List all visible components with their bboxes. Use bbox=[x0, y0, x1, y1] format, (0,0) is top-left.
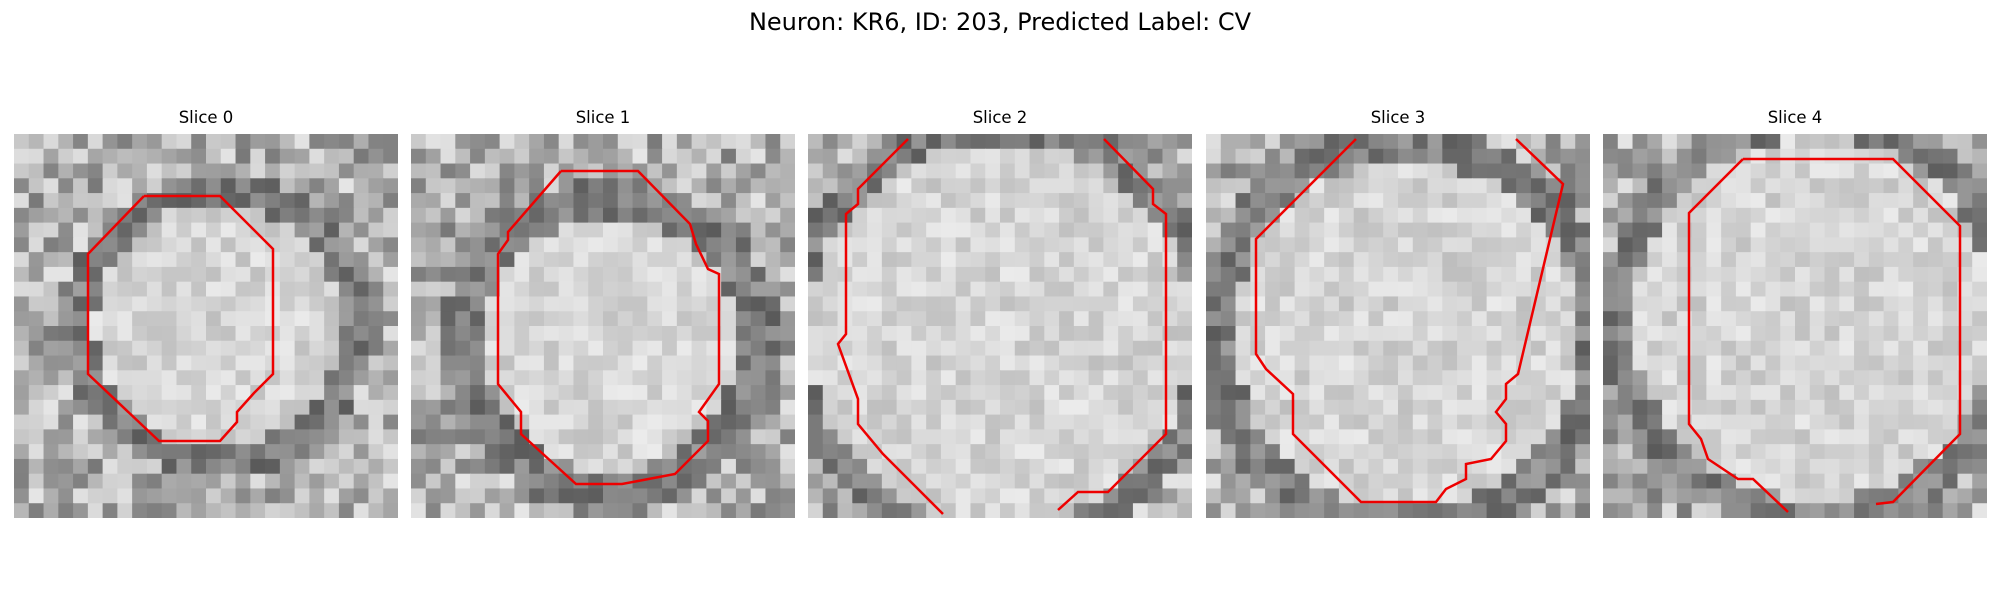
grayscale-pixel-grid-2 bbox=[808, 134, 1192, 518]
grayscale-pixel-grid-1 bbox=[411, 134, 795, 518]
slice-title-3: Slice 3 bbox=[1370, 108, 1426, 127]
slice-title-1: Slice 1 bbox=[575, 108, 631, 127]
slice-title-0: Slice 0 bbox=[178, 108, 234, 127]
segmentation-contour-3 bbox=[1254, 138, 1565, 504]
segmentation-contour-4 bbox=[1743, 157, 1962, 506]
segmentation-contour-1 bbox=[496, 169, 721, 486]
slice-image-3 bbox=[1206, 134, 1590, 518]
slice-panel-4: Slice 4 bbox=[1603, 108, 1987, 522]
figure-title: Neuron: KR6, ID: 203, Predicted Label: C… bbox=[748, 8, 1252, 36]
segmentation-contour-0 bbox=[86, 194, 275, 443]
segmentation-contour-4b bbox=[1687, 158, 1789, 513]
slice-panel-2: Slice 2 bbox=[808, 108, 1192, 522]
grayscale-pixel-grid-3 bbox=[1206, 134, 1590, 518]
slice-panel-1: Slice 1 bbox=[411, 108, 795, 522]
slice-title-4: Slice 4 bbox=[1767, 108, 1823, 127]
slice-image-4 bbox=[1603, 134, 1987, 518]
slice-image-2 bbox=[808, 134, 1192, 518]
slice-image-0 bbox=[14, 134, 398, 518]
slice-panel-0: Slice 0 bbox=[14, 108, 398, 522]
slice-title-2: Slice 2 bbox=[972, 108, 1028, 127]
segmentation-contour-2b bbox=[1057, 138, 1168, 511]
slice-image-1 bbox=[411, 134, 795, 518]
grayscale-pixel-grid-0 bbox=[14, 134, 398, 518]
grayscale-pixel-grid-4 bbox=[1603, 134, 1987, 518]
slice-panel-3: Slice 3 bbox=[1206, 108, 1590, 522]
segmentation-contour-2 bbox=[836, 138, 944, 515]
